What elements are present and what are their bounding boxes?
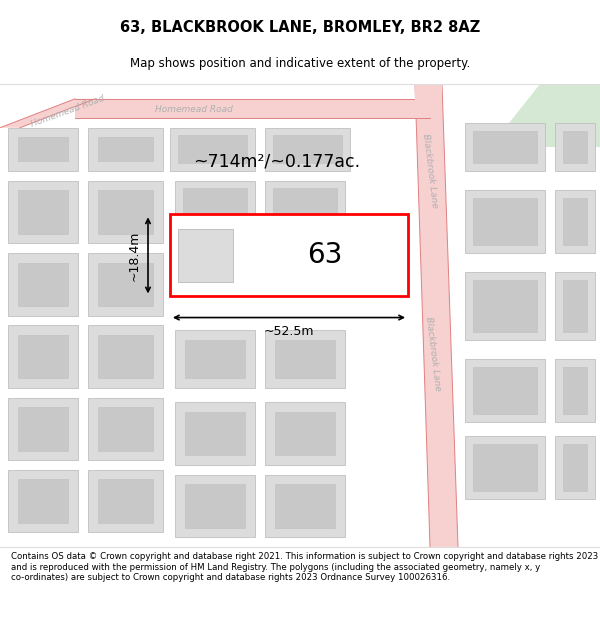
Text: 63, BLACKBROOK LANE, BROMLEY, BR2 8AZ: 63, BLACKBROOK LANE, BROMLEY, BR2 8AZ (120, 19, 480, 34)
Bar (98, 191, 153, 234)
Bar (18, 138, 68, 161)
Bar (563, 280, 587, 332)
Bar (175, 330, 255, 388)
Bar (8, 325, 78, 388)
Bar (563, 444, 587, 491)
Text: ~18.4m: ~18.4m (128, 230, 140, 281)
Bar (473, 280, 537, 332)
Bar (178, 136, 247, 163)
Text: ~714m²/~0.177ac.: ~714m²/~0.177ac. (194, 152, 361, 171)
Bar (185, 340, 245, 378)
Bar (18, 479, 68, 522)
Bar (88, 398, 163, 460)
Bar (563, 367, 587, 414)
Polygon shape (75, 99, 430, 118)
Bar (88, 181, 163, 243)
Bar (563, 131, 587, 163)
Bar (183, 189, 247, 221)
Bar (275, 340, 335, 378)
Bar (88, 325, 163, 388)
Bar (473, 131, 537, 163)
Bar (275, 412, 335, 456)
Bar (18, 407, 68, 451)
Bar (170, 127, 255, 171)
Bar (473, 198, 537, 245)
Bar (555, 191, 595, 253)
Polygon shape (0, 99, 95, 127)
Bar (170, 214, 408, 296)
Bar (275, 484, 335, 528)
Bar (265, 127, 350, 171)
Bar (465, 272, 545, 340)
Bar (98, 407, 153, 451)
Bar (465, 191, 545, 253)
Bar (185, 484, 245, 528)
Bar (465, 123, 545, 171)
Bar (473, 367, 537, 414)
Bar (185, 412, 245, 456)
Text: ~52.5m: ~52.5m (264, 324, 314, 338)
Bar (175, 474, 255, 538)
Bar (175, 402, 255, 465)
Bar (88, 253, 163, 316)
Bar (98, 262, 153, 306)
Bar (555, 272, 595, 340)
Bar (98, 335, 153, 378)
Bar (8, 398, 78, 460)
Bar (265, 181, 345, 229)
Bar (8, 127, 78, 171)
Bar (563, 198, 587, 245)
Text: Blackbrook Lane: Blackbrook Lane (421, 134, 440, 209)
Bar (175, 181, 255, 229)
Text: 63: 63 (307, 241, 343, 269)
Bar (8, 181, 78, 243)
Text: Map shows position and indicative extent of the property.: Map shows position and indicative extent… (130, 57, 470, 70)
Bar (265, 402, 345, 465)
Bar (18, 191, 68, 234)
Bar (555, 123, 595, 171)
Bar (555, 359, 595, 422)
Bar (18, 262, 68, 306)
Bar (465, 436, 545, 499)
Polygon shape (415, 84, 458, 547)
Text: Homemead Road: Homemead Road (30, 94, 106, 129)
Bar (98, 138, 153, 161)
Bar (265, 330, 345, 388)
Bar (265, 474, 345, 538)
Bar (98, 479, 153, 522)
Polygon shape (490, 84, 600, 147)
Polygon shape (415, 84, 442, 118)
Text: Blackbrook Lane: Blackbrook Lane (424, 316, 443, 392)
Bar (8, 253, 78, 316)
Bar (178, 229, 233, 282)
Bar (88, 127, 163, 171)
Bar (555, 436, 595, 499)
Bar (273, 189, 337, 221)
Text: Homemead Road: Homemead Road (155, 105, 233, 114)
Bar (473, 444, 537, 491)
Bar (8, 470, 78, 532)
Bar (18, 335, 68, 378)
Bar (88, 470, 163, 532)
Text: Contains OS data © Crown copyright and database right 2021. This information is : Contains OS data © Crown copyright and d… (11, 552, 598, 582)
Bar (465, 359, 545, 422)
Bar (273, 136, 342, 163)
